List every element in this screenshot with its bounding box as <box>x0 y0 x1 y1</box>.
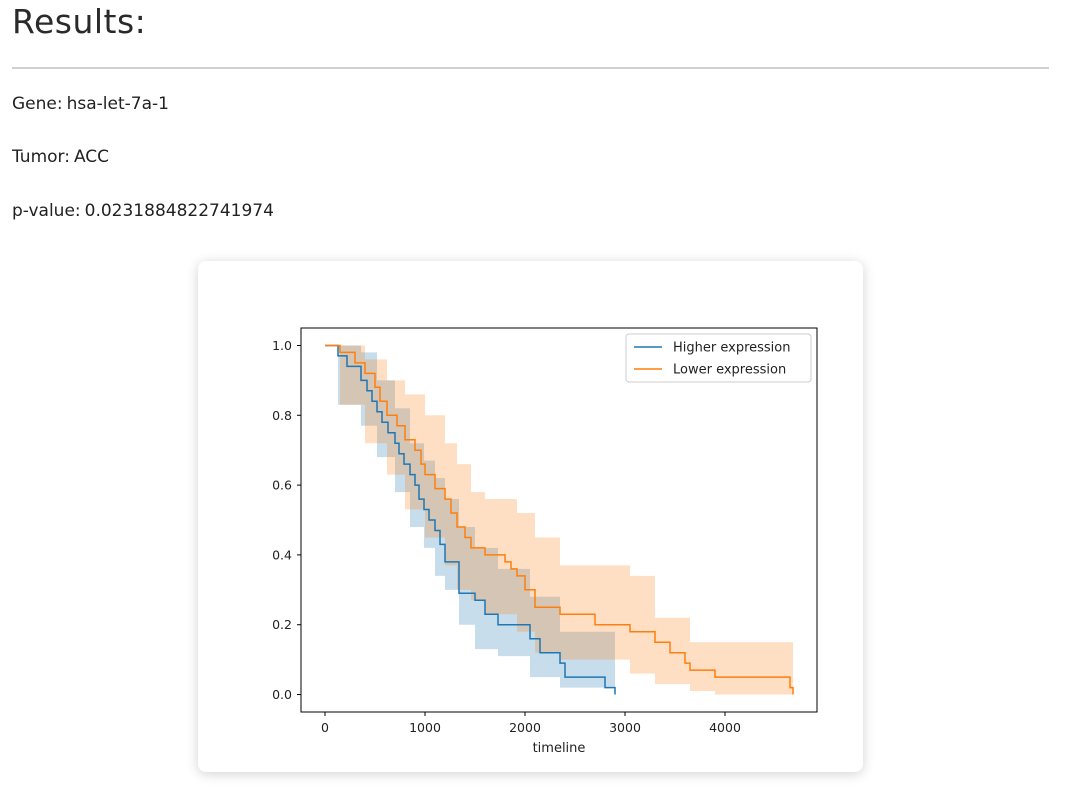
chart-card: 0 1000 2000 3000 4000 0.0 0.2 0.4 0.6 0.8 1.0 tim… <box>198 261 863 772</box>
series-line-lower <box>325 344 794 695</box>
gene-value: hsa-let-7a-1 <box>66 94 169 114</box>
gene-label: Gene: <box>12 94 63 114</box>
y-tick-label: 0.6 <box>272 478 292 493</box>
y-axis-ticks: 0.0 0.2 0.4 0.6 0.8 1.0 <box>272 338 301 702</box>
y-tick-label: 0.2 <box>272 617 292 632</box>
legend: Higher expression Lower expression <box>625 333 812 383</box>
survival-lines <box>325 344 794 695</box>
series-line-higher <box>325 344 616 695</box>
ci-band-higher <box>325 345 615 688</box>
plot-frame <box>300 327 818 713</box>
y-tick-label: 0.8 <box>272 408 292 423</box>
pvalue-value: 0.0231884822741974 <box>84 201 274 221</box>
x-tick-label: 2000 <box>509 720 541 735</box>
survival-chart: 0 1000 2000 3000 4000 0.0 0.2 0.4 0.6 0.8 1.0 tim… <box>272 327 818 756</box>
tumor-value: ACC <box>73 147 110 167</box>
legend-label: Higher expression <box>673 341 790 356</box>
legend-label: Lower expression <box>673 363 786 378</box>
x-tick-label: 1000 <box>409 720 441 735</box>
legend-box <box>625 333 812 383</box>
x-tick-label: 4000 <box>709 720 741 735</box>
x-tick-label: 0 <box>321 720 329 735</box>
confidence-bands <box>325 345 793 695</box>
x-axis-ticks: 0 1000 2000 3000 4000 <box>321 712 741 735</box>
y-tick-label: 1.0 <box>272 338 292 353</box>
page-title: Results: <box>12 2 147 41</box>
pvalue-line: p-value: 0.0231884822741974 <box>12 201 274 221</box>
y-tick-label: 0.4 <box>272 547 292 562</box>
x-axis-label: timeline <box>533 741 586 756</box>
y-tick-label: 0.0 <box>272 687 292 702</box>
tumor-label: Tumor: <box>12 147 70 167</box>
gene-line: Gene: hsa-let-7a-1 <box>12 94 169 114</box>
pvalue-label: p-value: <box>12 201 81 221</box>
x-tick-label: 3000 <box>609 720 641 735</box>
title-divider <box>12 67 1049 69</box>
ci-band-lower <box>325 345 793 695</box>
tumor-line: Tumor: ACC <box>12 147 109 167</box>
